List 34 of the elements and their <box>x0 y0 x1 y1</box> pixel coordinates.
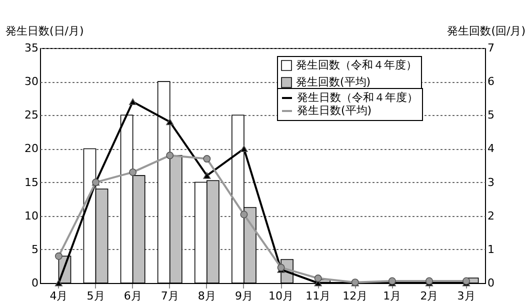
y-tick-label: 20 <box>24 142 38 156</box>
x-tick-label: 4月 <box>50 290 68 302</box>
legend-label: 発生日数(平均) <box>297 104 372 117</box>
x-tick-label: 8月 <box>198 290 216 302</box>
x-tick-label: 5月 <box>86 290 105 302</box>
x-tick-label: 2月 <box>420 290 438 302</box>
y-tick-label: 0 <box>32 276 38 290</box>
y-tick-label: 25 <box>24 108 38 122</box>
x-tick-label: 1月 <box>383 290 402 302</box>
x-tick-label: 7月 <box>160 290 179 302</box>
legend-label: 発生回数（令和４年度） <box>296 58 417 72</box>
y2-tick-label: 4 <box>488 142 494 156</box>
y2-tick-label: 2 <box>488 209 494 222</box>
y-tick-label: 5 <box>32 242 38 256</box>
y2-tick-label: 1 <box>488 242 494 256</box>
y-tick-label: 35 <box>24 42 38 54</box>
y2-axis-title: 発生回数(回/月) <box>447 24 526 38</box>
x-tick-label: 9月 <box>234 290 253 302</box>
x-tick-label: 12月 <box>342 290 368 302</box>
y2-tick-label: 6 <box>488 75 494 88</box>
x-tick-label: 6月 <box>124 290 142 302</box>
y2-tick-label: 5 <box>488 108 494 122</box>
y2-tick-label: 3 <box>488 176 494 189</box>
y-tick-label: 30 <box>24 75 38 88</box>
y-axis-title: 発生日数(日/月) <box>6 24 84 38</box>
y2-tick-label: 7 <box>488 42 494 54</box>
legend-label: 発生日数（令和４年度） <box>297 91 418 104</box>
x-tick-label: 10月 <box>268 290 294 302</box>
legend-label: 発生回数(平均) <box>296 76 371 88</box>
y-tick-label: 10 <box>24 209 38 222</box>
y2-tick-label: 0 <box>488 276 494 290</box>
x-tick-label: 3月 <box>457 290 476 302</box>
y-tick-label: 15 <box>24 176 38 189</box>
x-tick-label: 11月 <box>306 290 331 302</box>
